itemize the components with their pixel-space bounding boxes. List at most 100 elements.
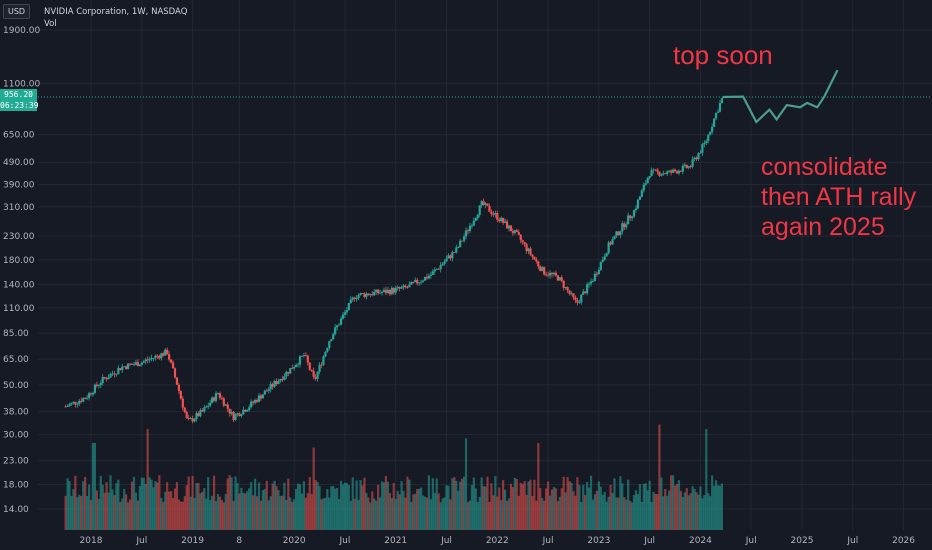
candle-body [265, 390, 268, 392]
candle-body [306, 355, 309, 363]
volume-bar [564, 492, 567, 530]
candle-body [435, 268, 438, 270]
volume-bar [261, 490, 264, 530]
candle-body [589, 281, 593, 284]
volume-bar [330, 486, 333, 530]
candle-body [367, 293, 370, 296]
volume-bar [394, 498, 397, 530]
candle-body [402, 285, 405, 288]
candle-body [480, 201, 483, 206]
volume-bar [677, 480, 681, 530]
candle-body [142, 361, 145, 363]
candle-body [496, 213, 499, 220]
volume-bar [224, 494, 227, 530]
volume-bar [437, 493, 440, 530]
annotation-forecast: consolidate then ATH rally again 2025 [761, 152, 916, 242]
x-tick-label: Jul [135, 536, 147, 546]
candle-body [462, 236, 466, 241]
volume-bar [244, 493, 247, 530]
volume-bar [119, 501, 122, 530]
volume-bar [505, 500, 509, 530]
candle-body [560, 277, 563, 281]
volume-bar [668, 490, 671, 530]
candle-body [515, 230, 518, 233]
volume-bar [253, 478, 257, 530]
candle-body [168, 354, 171, 360]
candle-body [211, 397, 214, 403]
volume-bar [396, 490, 399, 530]
candle-body [244, 409, 247, 412]
candle-body [410, 281, 413, 285]
y-tick-label: 180.00 [3, 256, 35, 266]
volume-bar [74, 475, 77, 530]
candle-body [312, 370, 315, 377]
volume-bar [404, 497, 407, 530]
volume-bar [123, 489, 126, 530]
y-tick-label: 310.00 [3, 203, 35, 213]
volume-bar [535, 500, 538, 530]
volume-bar [164, 491, 167, 530]
candle-body [459, 240, 462, 248]
candle-body [697, 153, 700, 160]
volume-bar [507, 498, 511, 530]
candle-body [660, 174, 663, 176]
candle-body [695, 157, 698, 160]
currency-selector[interactable]: USD [3, 4, 31, 19]
candle-body [373, 291, 376, 296]
volume-bar [521, 484, 524, 530]
candle-body [439, 265, 442, 270]
candle-body [400, 287, 403, 289]
volume-bar [273, 480, 276, 530]
volume-bar [386, 481, 390, 530]
volume-bar [144, 483, 147, 530]
volume-bar [451, 478, 454, 530]
volume-bar [439, 502, 442, 530]
volume-bar [257, 482, 261, 530]
candle-body [433, 269, 436, 272]
candle-body [207, 405, 210, 407]
volume-bar [576, 477, 579, 530]
volume-bar [531, 495, 534, 530]
candle-body [517, 232, 520, 235]
volume-bar [382, 482, 386, 530]
candle-body [154, 355, 157, 358]
candle-body [662, 173, 665, 175]
volume-bar [693, 488, 696, 530]
candle-body [271, 383, 274, 387]
volume-bar [209, 500, 212, 530]
candle-body [314, 376, 317, 379]
candle-body [658, 171, 661, 176]
candle-body [232, 412, 235, 420]
volume-bar [603, 491, 606, 530]
volume-bar [304, 497, 307, 530]
volume-bar [484, 486, 487, 530]
volume-bar [562, 476, 565, 530]
volume-bar [591, 499, 595, 530]
volume-bar [82, 481, 85, 530]
volume-bar [517, 495, 520, 530]
volume-bar [623, 497, 626, 530]
volume-bar [365, 492, 368, 530]
volume-bar [716, 485, 720, 530]
candle-body [593, 273, 597, 281]
candle-body [568, 290, 571, 294]
candle-body [404, 285, 407, 288]
candle-body [683, 164, 686, 166]
volume-bar [410, 502, 413, 530]
candle-body [423, 276, 427, 281]
candle-body [209, 402, 212, 406]
volume-bar [533, 479, 536, 530]
volume-bar [359, 480, 362, 530]
volume-bar [283, 482, 286, 530]
volume-bar [703, 494, 706, 530]
volume-bar [406, 476, 409, 530]
volume-bar [125, 494, 128, 530]
candle-body [447, 255, 450, 259]
volume-bar [453, 477, 456, 530]
candle-body [390, 288, 393, 295]
candle-body [673, 169, 677, 172]
volume-bar [332, 485, 335, 530]
volume-bar [154, 480, 157, 530]
candle-body [552, 272, 556, 275]
